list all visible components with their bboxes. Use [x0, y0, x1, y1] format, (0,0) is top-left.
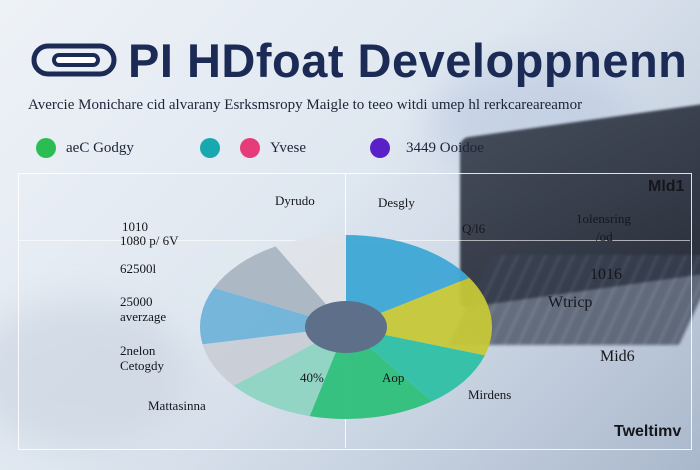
- donut-hole: [305, 301, 387, 353]
- legend-swatch: [200, 138, 220, 158]
- label-mirdens: Mirdens: [468, 387, 512, 402]
- pie-slice-0: [346, 235, 470, 327]
- legend-swatch: [240, 138, 260, 158]
- legend-swatch: [36, 138, 56, 158]
- label-q16: Q/l6: [462, 221, 486, 236]
- chart-frame: [18, 173, 692, 450]
- label-mid6: Mid6: [600, 348, 635, 365]
- label-tolensring: 1olensring: [576, 211, 631, 226]
- label-dyrudo: Dyrudo: [275, 193, 315, 208]
- legend-label: Yvese: [270, 139, 306, 156]
- legend-swatch: [370, 138, 390, 158]
- pie-slice-5: [202, 327, 346, 386]
- label-mattasinna: Mattasinna: [148, 398, 206, 413]
- page-subtitle: Avercie Monichare cid alvarany Esrksmsro…: [28, 97, 583, 113]
- page-title: PI HDfoat Developpnenn: [128, 33, 688, 87]
- legend-item: 3449 Ooidoe: [370, 138, 484, 158]
- background-blur: [0, 300, 190, 450]
- label-p6v-a: 1010: [122, 219, 148, 234]
- label-tweltimv: Tweltimv: [614, 423, 682, 440]
- legend-item: Yvese: [240, 138, 306, 158]
- label-40pct: 40%: [300, 370, 324, 385]
- title-row: PI HDfoat Developpnenn: [30, 28, 687, 92]
- legend-label: 3449 Ooidoe: [406, 139, 484, 156]
- pie-slice-1: [346, 277, 492, 356]
- label-1016: 1016: [590, 266, 622, 283]
- logo-icon: [31, 43, 117, 77]
- label-od: /od: [596, 229, 613, 244]
- label-averzage: averzage: [120, 309, 167, 324]
- pie-slice-4: [233, 327, 346, 417]
- legend-label: aeC Godgy: [66, 139, 134, 156]
- label-cetogdy: Cetogdy: [120, 358, 165, 373]
- legend-item: [200, 138, 230, 158]
- label-25000: 25000: [120, 294, 153, 309]
- label-nelon: 2nelon: [120, 343, 156, 358]
- label-p6v-b: 1080 p/ 6V: [120, 233, 179, 248]
- label-mld1: Mld1: [648, 178, 685, 195]
- pie-slice-7: [213, 246, 346, 327]
- label-62500: 62500l: [120, 261, 157, 276]
- pie-slice-2: [346, 327, 485, 402]
- label-desgly: Desgly: [378, 195, 415, 210]
- legend-item: aeC Godgy: [36, 138, 134, 158]
- label-aop: Aop: [382, 370, 405, 385]
- label-wtricp: Wtricp: [548, 294, 593, 311]
